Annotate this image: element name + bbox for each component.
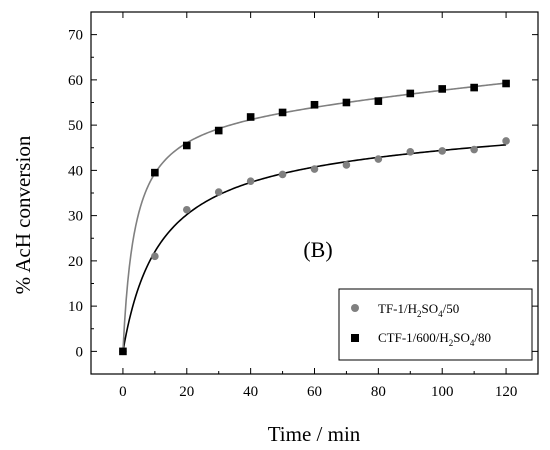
axes: 0 20 40 60 80 100 120 0 10 20 30 40 50 60 70 xyxy=(68,11,539,400)
x-axis-title: Time / min xyxy=(268,422,361,446)
data-point-square xyxy=(182,141,191,150)
x-tick-label: 120 xyxy=(495,384,518,400)
y-tick-label: 10 xyxy=(68,299,83,315)
data-point-circle xyxy=(374,155,383,163)
data-point-square xyxy=(310,100,319,109)
x-tick-label: 40 xyxy=(243,384,258,400)
y-axis-title: % AcH conversion xyxy=(11,135,35,294)
legend-label-tf1: TF-1/H2SO4/50 xyxy=(378,301,459,319)
legend-marker-square xyxy=(351,334,359,342)
x-tick-label: 100 xyxy=(431,384,454,400)
data-point-circle xyxy=(182,205,191,214)
data-point-circle xyxy=(342,161,351,169)
y-tick-label: 20 xyxy=(68,254,83,270)
data-point-square xyxy=(278,108,287,117)
y-tick-label: 60 xyxy=(68,73,83,89)
data-point-square xyxy=(470,83,478,92)
data-points xyxy=(119,79,510,356)
y-tick-label: 30 xyxy=(68,209,83,225)
legend: TF-1/H2SO4/50 CTF-1/600/H2SO4/80 xyxy=(338,288,533,361)
data-point-circle xyxy=(214,188,223,196)
data-point-circle xyxy=(278,170,287,179)
data-point-square xyxy=(438,85,447,93)
panel-annotation: (B) xyxy=(303,237,332,262)
legend-label-ctf1: CTF-1/600/H2SO4/80 xyxy=(378,330,491,348)
x-tick-label: 80 xyxy=(371,384,386,400)
legend-marker-circle xyxy=(351,304,359,312)
data-point-circle xyxy=(470,145,478,154)
data-point-square xyxy=(502,79,510,88)
data-point-square xyxy=(374,97,383,105)
x-tick-label: 60 xyxy=(307,384,322,400)
data-point-circle xyxy=(310,165,319,173)
data-point-circle xyxy=(246,177,255,186)
x-tick-label: 20 xyxy=(179,384,194,400)
data-point-square xyxy=(214,126,223,135)
data-point-square xyxy=(119,347,127,356)
y-tick-label: 70 xyxy=(68,28,83,44)
x-tick-label: 0 xyxy=(119,384,127,400)
data-point-square xyxy=(406,89,415,98)
y-tick-label: 40 xyxy=(68,163,83,179)
data-point-circle xyxy=(438,147,447,155)
data-point-circle xyxy=(502,137,510,145)
data-point-circle xyxy=(406,148,415,156)
y-tick-label: 50 xyxy=(68,118,83,134)
data-point-square xyxy=(151,168,159,177)
legend-box xyxy=(338,288,533,361)
data-point-square xyxy=(342,98,351,107)
data-point-square xyxy=(246,113,255,121)
data-point-circle xyxy=(151,252,159,261)
y-tick-label: 0 xyxy=(76,344,84,360)
